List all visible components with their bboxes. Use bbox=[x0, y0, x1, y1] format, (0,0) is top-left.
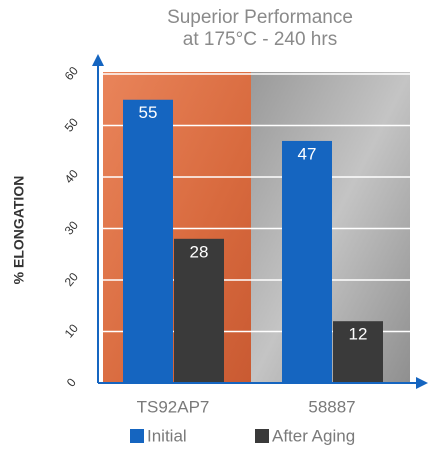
y-tick-label: 10 bbox=[62, 321, 82, 340]
bar bbox=[333, 321, 383, 383]
x-tick-label: 58887 bbox=[308, 397, 355, 416]
y-axis-arrow bbox=[92, 54, 104, 66]
x-tick-label: TS92AP7 bbox=[137, 397, 210, 416]
y-tick-label: 50 bbox=[62, 115, 82, 134]
legend-label: Initial bbox=[147, 426, 187, 445]
legend-label: After Aging bbox=[272, 426, 355, 445]
bar-value-label: 47 bbox=[298, 144, 317, 163]
y-tick-label: 30 bbox=[62, 218, 82, 237]
y-tick-label: 60 bbox=[62, 64, 82, 83]
y-tick-label: 20 bbox=[62, 270, 82, 289]
bar-value-label: 28 bbox=[190, 242, 209, 261]
bar-value-label: 12 bbox=[349, 325, 368, 344]
legend-swatch bbox=[130, 429, 144, 443]
chart-subtitle: at 175°C - 240 hrs bbox=[183, 29, 337, 50]
chart-title: Superior Performance bbox=[167, 7, 353, 28]
bar-value-label: 55 bbox=[139, 103, 158, 122]
legend-swatch bbox=[255, 429, 269, 443]
bar bbox=[174, 238, 224, 383]
x-axis-arrow bbox=[416, 377, 428, 389]
plot: 0 10 20 30 40 50 60 55 47 28 12 TS92AP7 58887 Initial… bbox=[62, 64, 410, 445]
y-tick-label: 40 bbox=[62, 167, 82, 186]
y-axis-label: % ELONGATION bbox=[11, 176, 27, 285]
bar bbox=[123, 99, 173, 383]
bar bbox=[282, 140, 332, 383]
y-tick-label: 0 bbox=[64, 375, 79, 389]
